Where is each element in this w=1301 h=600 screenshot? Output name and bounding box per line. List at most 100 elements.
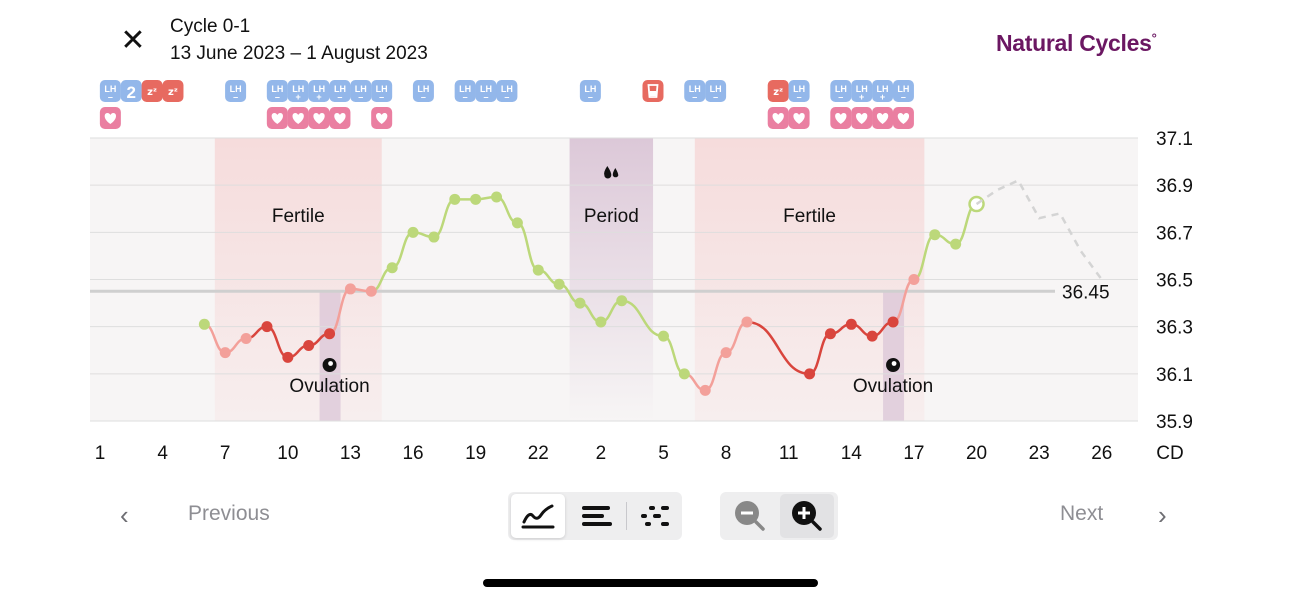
series-segment (746, 320, 810, 376)
zoom-out-icon[interactable] (723, 494, 777, 538)
lh-test-badge: LH+ (872, 80, 894, 102)
data-point (428, 231, 440, 243)
period-band-label: Period (584, 206, 639, 227)
lh-badge-result: + (880, 92, 885, 102)
data-point (929, 229, 941, 241)
fertile-band-label: Fertile (783, 206, 836, 227)
badge-background (120, 80, 142, 102)
data-point (950, 238, 962, 250)
drop-shape (604, 166, 612, 179)
data-point (678, 368, 690, 380)
temperature-chart[interactable]: Fertile Period Fertile Ovulation Ovulation 37… (0, 0, 1301, 480)
y-tick-label: 36.1 (1156, 365, 1193, 386)
sleep-icon: zᶻ (147, 87, 157, 98)
previous-chevron-icon[interactable]: ‹ (120, 500, 129, 530)
lh-badge-result: – (233, 92, 238, 102)
lh-test-badge: LH– (371, 80, 393, 102)
next-chevron-icon[interactable]: › (1158, 500, 1167, 530)
heart-icon (897, 113, 910, 124)
x-tick-label: 22 (528, 443, 549, 464)
data-point (887, 316, 899, 328)
list-view-icon[interactable] (570, 494, 624, 538)
dots-view-icon[interactable] (628, 494, 682, 538)
x-tick-label: 10 (277, 443, 298, 464)
lh-test-badge: LH+ (308, 80, 330, 102)
data-point (282, 351, 294, 363)
data-point (824, 328, 836, 340)
lh-badge-result: – (379, 92, 384, 102)
lh-badge-result: – (275, 92, 280, 102)
lh-badge-text: LH (355, 84, 367, 94)
zoom-in-icon[interactable] (780, 494, 834, 538)
data-point (261, 321, 273, 333)
lh-test-badge: LH– (684, 80, 706, 102)
badge-background (371, 80, 393, 102)
data-point (511, 217, 523, 229)
data-point (219, 347, 231, 359)
heart-badge (872, 107, 894, 129)
lh-badge-text: LH (313, 84, 325, 94)
badge-background (705, 80, 727, 102)
x-tick-label: 7 (220, 443, 231, 464)
lh-badge-result: – (463, 92, 468, 102)
heart-badge (329, 107, 351, 129)
heart-icon (793, 113, 805, 124)
ovulation-column (319, 292, 341, 421)
data-point (470, 193, 482, 205)
lh-badge-result: – (588, 92, 593, 102)
cycle-title: Cycle 0-1 (170, 16, 251, 37)
lh-badge-result: – (504, 92, 509, 102)
badge-background (141, 80, 163, 102)
lh-badge-text: LH (230, 84, 242, 94)
heart-icon (772, 113, 784, 124)
data-point (845, 318, 857, 330)
lh-badge-result: – (421, 92, 426, 102)
x-tick-label: 1 (95, 443, 106, 464)
badge-background (350, 80, 372, 102)
lh-badge-result: + (859, 92, 864, 102)
lh-test-badge: LH– (225, 80, 247, 102)
x-tick-label: 5 (658, 443, 669, 464)
x-tick-label: 8 (721, 443, 732, 464)
x-tick-label: 13 (340, 443, 361, 464)
lh-test-badge: LH– (892, 80, 914, 102)
fertile-band-label: Fertile (272, 206, 325, 227)
data-point (407, 226, 419, 238)
lh-badge-result: – (692, 92, 697, 102)
data-point (866, 330, 878, 342)
next-cycle-button[interactable]: Next (1060, 502, 1104, 525)
lh-test-badge: LH– (830, 80, 852, 102)
sleep-icon: zᶻ (168, 87, 178, 98)
previous-cycle-button[interactable]: Previous (188, 502, 270, 525)
data-point (491, 191, 503, 203)
heart-icon (271, 113, 283, 124)
data-point (741, 316, 753, 328)
badge-background (266, 80, 288, 102)
heart-badge (371, 107, 393, 129)
data-point (657, 330, 669, 342)
lh-badge-text: LH (793, 84, 805, 94)
data-point (532, 264, 544, 276)
badge-background (475, 80, 497, 102)
heart-badge (99, 107, 121, 129)
badge-background (767, 80, 789, 102)
lh-test-badge: LH+ (851, 80, 873, 102)
data-point (365, 285, 377, 297)
cycle-date-range: 13 June 2023 – 1 August 2023 (170, 43, 428, 64)
lh-badge-text: LH (376, 84, 388, 94)
lh-badge-text: LH (459, 84, 471, 94)
badge-background (99, 80, 121, 102)
lh-badge-result: – (358, 92, 363, 102)
x-tick-label: 11 (779, 443, 799, 464)
lh-badge-text: LH (271, 84, 283, 94)
lh-badge-result: – (108, 92, 113, 102)
forecast-line (975, 178, 1103, 281)
badge-background (579, 80, 601, 102)
sleep-badge: zᶻ (141, 80, 163, 102)
cup-icon (647, 84, 659, 98)
cup-badge (642, 80, 664, 102)
data-point (324, 328, 336, 340)
ovulation-icon-dot (328, 361, 333, 366)
close-button[interactable]: ✕ (120, 24, 146, 57)
graph-view-icon[interactable] (511, 494, 565, 538)
